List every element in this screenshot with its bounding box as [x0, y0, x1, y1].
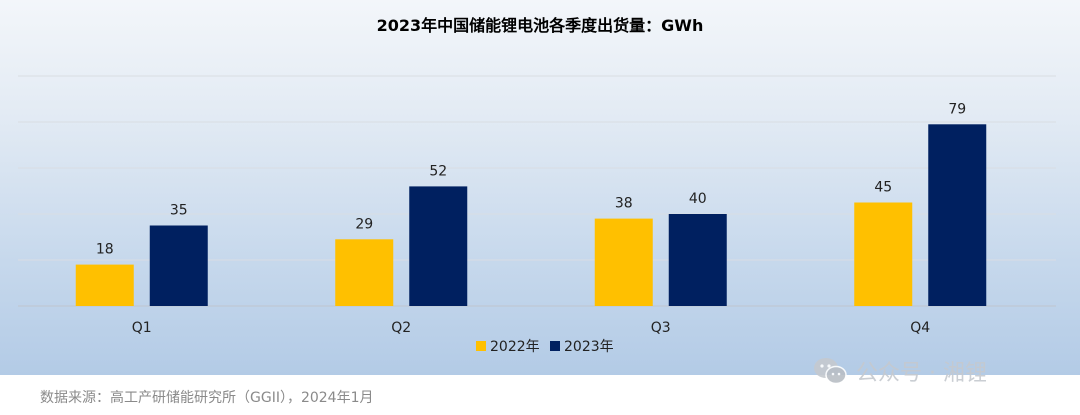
data-label: 45 [874, 180, 892, 196]
source-note: 数据来源：高工产研储能研究所（GGII），2024年1月 [40, 390, 374, 406]
bar-q2-series-1 [335, 239, 394, 306]
data-label: 29 [355, 216, 373, 232]
data-label: 52 [429, 163, 447, 179]
watermark-text: 公众号 · 湘锂 [856, 361, 987, 386]
bars [75, 124, 987, 306]
legend-label: 2023年 [564, 339, 614, 355]
bar-q1-series-1 [75, 264, 134, 306]
legend: 2022年 2023年 [476, 339, 614, 355]
bar-q4-series-2 [928, 124, 987, 306]
data-label: 18 [96, 242, 114, 258]
x-tick-label: Q4 [910, 320, 930, 336]
bar-q4-series-1 [854, 202, 913, 306]
bar-q3-series-2 [668, 214, 727, 306]
x-axis: Q1 Q2 Q3 Q4 [132, 320, 931, 336]
data-label: 35 [170, 203, 188, 219]
data-labels: 18 35 29 52 38 40 45 79 [96, 101, 966, 257]
chart-title: 2023年中国储能锂电池各季度出货量：GWh [377, 16, 704, 35]
x-tick-label: Q1 [132, 320, 152, 336]
x-tick-label: Q2 [391, 320, 411, 336]
legend-swatch [550, 341, 560, 351]
chart-panel: 2023年中国储能锂电池各季度出货量：GWh 18 35 29 52 38 40 45 79 … [0, 0, 1080, 375]
data-label: 38 [615, 196, 633, 212]
data-label: 79 [948, 101, 966, 117]
bar-q2-series-2 [409, 186, 468, 306]
data-label: 40 [689, 191, 707, 207]
wechat-icon [814, 358, 847, 385]
legend-swatch [476, 341, 486, 351]
x-tick-label: Q3 [651, 320, 671, 336]
bar-q3-series-1 [594, 218, 653, 306]
legend-label: 2022年 [490, 339, 540, 355]
watermark: 公众号 · 湘锂 [812, 354, 987, 388]
bar-q1-series-2 [149, 225, 208, 306]
